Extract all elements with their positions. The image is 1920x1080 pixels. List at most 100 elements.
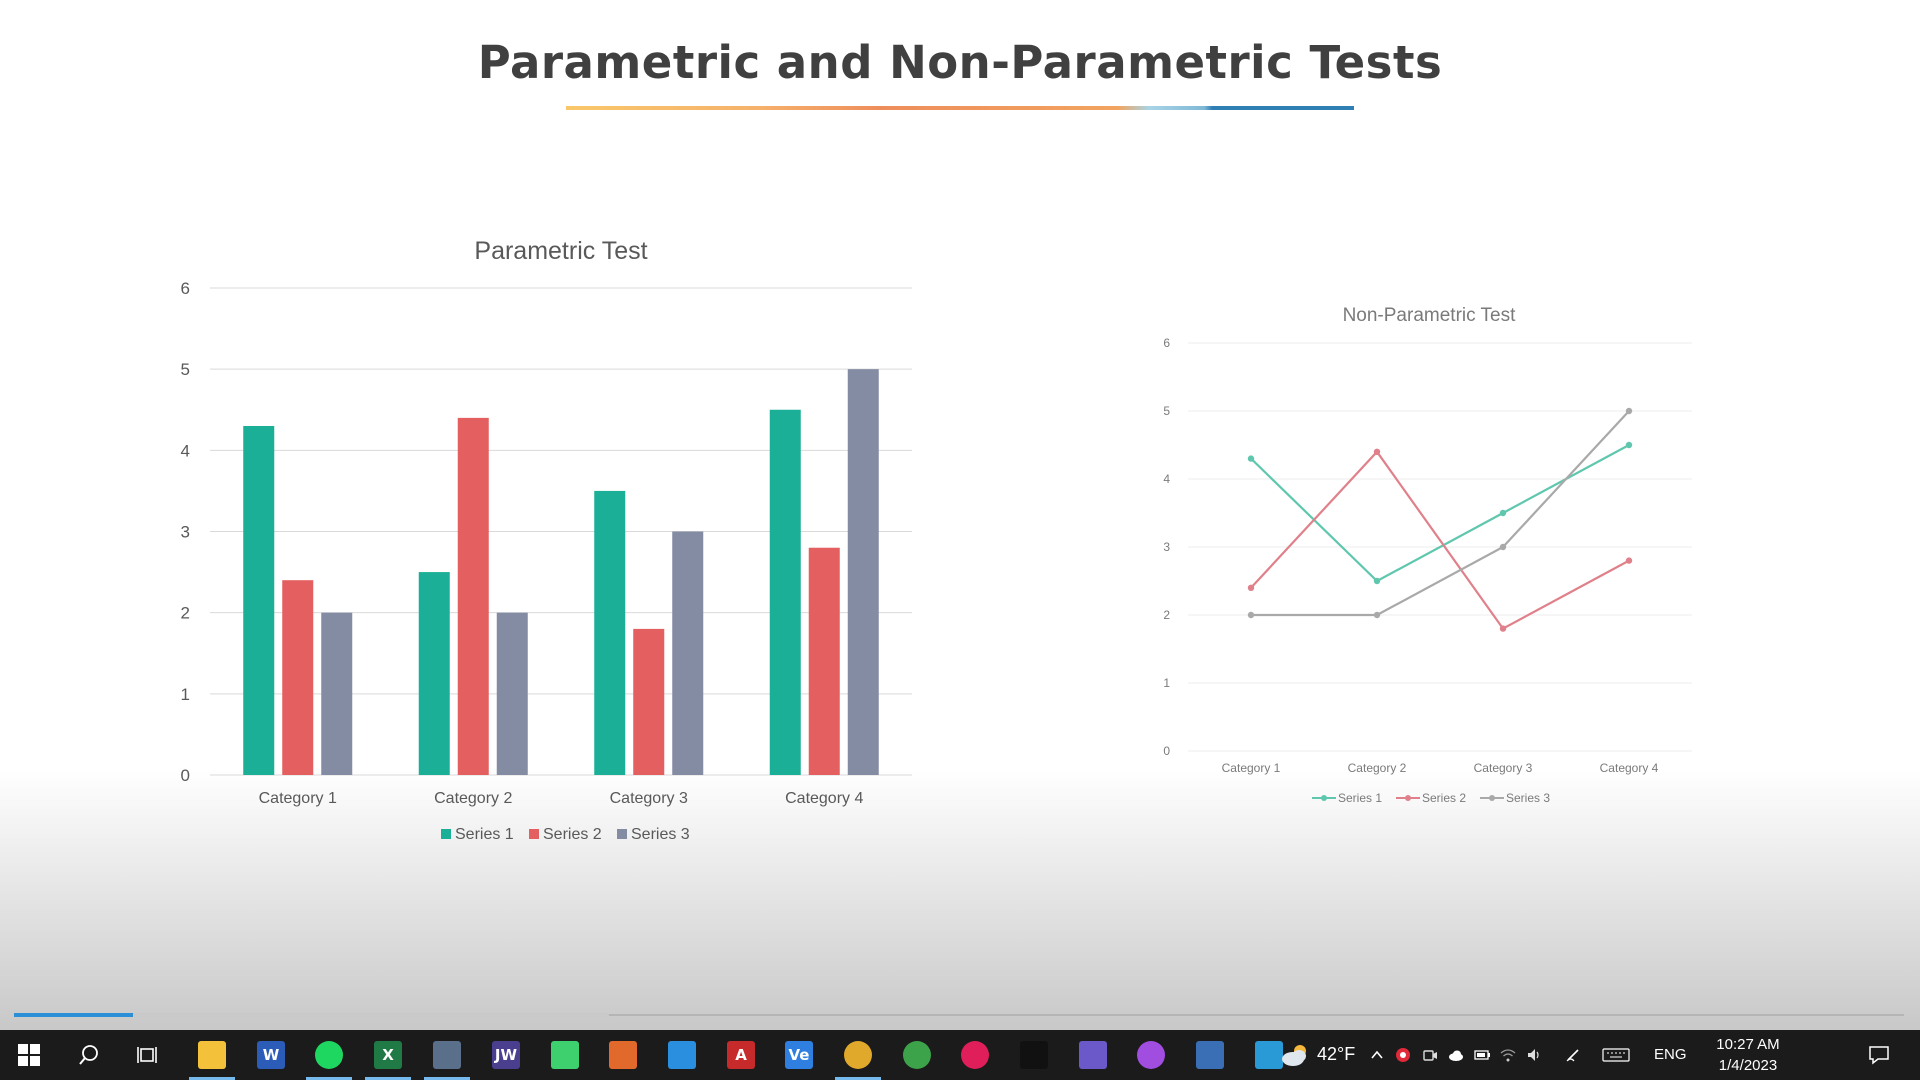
taskbar-app-k[interactable] xyxy=(1240,1030,1298,1080)
legend-swatch xyxy=(529,829,539,839)
virtualbox-icon xyxy=(1196,1041,1224,1069)
windows-taskbar: W X JW A Ve 42°F ENG 10:27 AM 1/4/2023 xyxy=(0,1030,1920,1080)
data-point xyxy=(1247,584,1255,591)
keyboard-icon[interactable] xyxy=(1602,1047,1630,1063)
y-tick-label: 3 xyxy=(181,523,190,542)
taskbar-chrome[interactable] xyxy=(829,1030,887,1080)
legend-label: Series 1 xyxy=(1338,791,1382,805)
taskbar-calculator[interactable] xyxy=(418,1030,476,1080)
taskbar-app-ve[interactable]: Ve xyxy=(770,1030,828,1080)
task-view-icon xyxy=(133,1041,161,1069)
data-point xyxy=(1625,441,1633,449)
language-indicator[interactable]: ENG xyxy=(1654,1046,1687,1063)
x-tick-label: Category 2 xyxy=(434,790,512,807)
legend-marker xyxy=(1321,795,1327,801)
data-point xyxy=(1499,543,1507,551)
taskbar-start[interactable] xyxy=(0,1030,58,1080)
taskbar-app-drop[interactable] xyxy=(1122,1030,1180,1080)
slide-canvas: Parametric and Non-Parametric Tests Para… xyxy=(0,0,1920,1030)
terminal-icon xyxy=(1020,1041,1048,1069)
slide-title: Parametric and Non-Parametric Tests xyxy=(477,36,1443,89)
chart-title: Non-Parametric Test xyxy=(1343,305,1517,326)
taskbar-acrobat[interactable]: A xyxy=(712,1030,770,1080)
legend-label: Series 3 xyxy=(1506,791,1550,805)
taskbar-spotify[interactable] xyxy=(300,1030,358,1080)
bar xyxy=(457,417,489,775)
taskbar-vscode[interactable] xyxy=(653,1030,711,1080)
data-point xyxy=(1247,455,1255,462)
y-tick-label: 6 xyxy=(181,279,190,298)
taskbar-excel[interactable]: X xyxy=(359,1030,417,1080)
data-point xyxy=(1247,611,1255,619)
data-point xyxy=(1373,611,1381,619)
taskbar-jw[interactable]: JW xyxy=(477,1030,535,1080)
battery-icon[interactable] xyxy=(1474,1047,1490,1063)
taskbar-matlab[interactable] xyxy=(594,1030,652,1080)
onedrive-icon[interactable] xyxy=(1448,1047,1464,1063)
line-chart-svg: Non-Parametric Test 0 1 2 3 4 5 6 Category 1 Cate… xyxy=(1163,305,1692,805)
y-tick-label: 4 xyxy=(1163,472,1170,486)
pen-icon[interactable] xyxy=(1565,1047,1581,1063)
legend-label: Series 2 xyxy=(1422,791,1466,805)
chevron-up-icon[interactable] xyxy=(1369,1047,1385,1063)
legend-label: Series 1 xyxy=(455,826,514,843)
antivirus-icon[interactable] xyxy=(1395,1047,1411,1063)
search-icon xyxy=(75,1041,103,1069)
slack-icon xyxy=(961,1041,989,1069)
taskbar-task-view[interactable] xyxy=(118,1030,176,1080)
taskbar-app-green[interactable] xyxy=(536,1030,594,1080)
folder-icon xyxy=(198,1041,226,1069)
taskbar-terminal[interactable] xyxy=(1005,1030,1063,1080)
volume-icon[interactable] xyxy=(1526,1047,1542,1063)
data-point xyxy=(1625,407,1633,415)
calculator-icon xyxy=(433,1041,461,1069)
bar xyxy=(847,369,879,775)
x-tick-label: Category 4 xyxy=(1600,761,1659,775)
bar xyxy=(633,628,665,775)
chart-title: Parametric Test xyxy=(474,237,647,265)
weather-temp[interactable]: 42°F xyxy=(1317,1044,1356,1064)
x-tick-label: Category 4 xyxy=(785,790,863,807)
spotify-icon xyxy=(315,1041,343,1069)
taskbar-search[interactable] xyxy=(60,1030,118,1080)
series-line xyxy=(1250,444,1630,583)
taskbar-virtualbox[interactable] xyxy=(1181,1030,1239,1080)
taskbar-chrome-profile[interactable] xyxy=(888,1030,946,1080)
slide-progress-fill xyxy=(14,1013,133,1017)
taskbar-file-explorer[interactable] xyxy=(183,1030,241,1080)
taskbar-word[interactable]: W xyxy=(242,1030,300,1080)
drop-icon xyxy=(1137,1041,1165,1069)
bar xyxy=(808,547,840,775)
bar xyxy=(496,612,528,775)
x-tick-label: Category 2 xyxy=(1348,761,1407,775)
legend-swatch xyxy=(441,829,451,839)
data-point xyxy=(1499,625,1507,632)
clock-date[interactable]: 1/4/2023 xyxy=(1718,1057,1778,1074)
meet-icon[interactable] xyxy=(1422,1047,1438,1063)
y-tick-label: 5 xyxy=(1163,404,1170,418)
y-tick-label: 4 xyxy=(181,441,190,460)
legend-label: Series 2 xyxy=(543,826,602,843)
taskbar-app-tool[interactable] xyxy=(1064,1030,1122,1080)
notification-icon[interactable] xyxy=(1868,1044,1890,1066)
windows-icon xyxy=(15,1041,43,1069)
title-underline xyxy=(566,106,1354,110)
vscode-icon xyxy=(668,1041,696,1069)
bar xyxy=(243,425,275,775)
y-tick-label: 2 xyxy=(1163,608,1170,622)
k-icon xyxy=(1255,1041,1283,1069)
data-point xyxy=(1499,509,1507,517)
wifi-icon[interactable] xyxy=(1500,1047,1516,1063)
bar xyxy=(418,572,450,775)
y-tick-label: 1 xyxy=(1163,676,1170,690)
cloud-sun-icon[interactable] xyxy=(1280,1042,1310,1068)
y-tick-label: 1 xyxy=(181,685,190,704)
data-point xyxy=(1625,557,1633,564)
taskbar-slack[interactable] xyxy=(946,1030,1004,1080)
excel-icon: X xyxy=(374,1041,402,1069)
acrobat-icon: A xyxy=(727,1041,755,1069)
y-tick-label: 6 xyxy=(1163,336,1170,350)
clock-time[interactable]: 10:27 AM xyxy=(1716,1036,1780,1053)
legend-label: Series 3 xyxy=(631,826,690,843)
ve-icon: Ve xyxy=(785,1041,813,1069)
